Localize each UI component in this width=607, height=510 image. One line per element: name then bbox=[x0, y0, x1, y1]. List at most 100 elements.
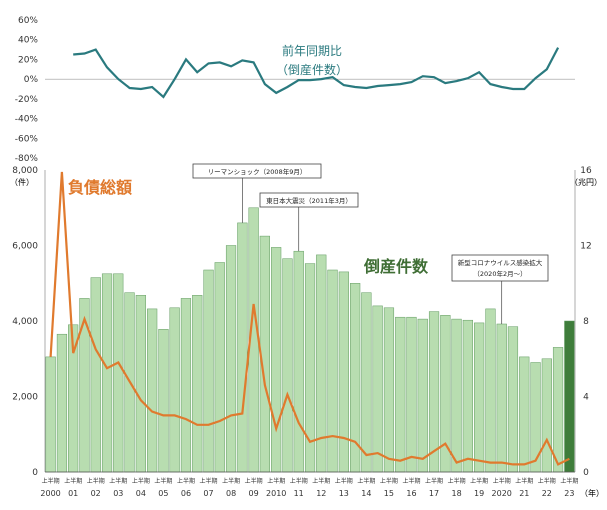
yoy-tick-label: -20% bbox=[15, 95, 39, 105]
x-tick-half-label: 上半期 bbox=[132, 477, 150, 485]
x-tick-year-label: 07 bbox=[203, 489, 213, 498]
x-tick-year-label: 2010 bbox=[266, 489, 286, 498]
x-tick-half-label: 上半期 bbox=[515, 477, 533, 485]
x-tick-year-label: 04 bbox=[136, 489, 146, 498]
y-right-tick-label: 12 bbox=[580, 242, 591, 252]
x-tick-year-label: 05 bbox=[158, 489, 168, 498]
bankruptcy-bar bbox=[485, 308, 496, 473]
bankruptcy-bar bbox=[361, 292, 372, 473]
bankruptcy-bar bbox=[237, 222, 248, 473]
y-right-axis: 16 12 8 4 0 bbox=[574, 166, 592, 478]
y-left-tick-label: 6,000 bbox=[12, 242, 38, 252]
x-tick-half-label: 上半期 bbox=[87, 477, 105, 485]
y-left-unit: （件） bbox=[10, 177, 34, 187]
y-right-tick-label: 0 bbox=[583, 468, 589, 478]
x-tick-half-label: 上半期 bbox=[245, 477, 263, 485]
annotation-covid-line2: （2020年2月～） bbox=[473, 269, 526, 278]
bankruptcy-bar bbox=[327, 269, 338, 473]
x-tick-half-label: 上半期 bbox=[493, 477, 511, 485]
x-axis-ticks: 上半期 2000 上半期 01 上半期 02 上半期 03 上半期 04 上半期 05 上半期 06 上半期… bbox=[40, 477, 578, 498]
x-tick-year-label: 2020 bbox=[492, 489, 512, 498]
annotation-quake: 東日本大震災（2011年3月） bbox=[266, 196, 352, 205]
x-tick-half-label: 上半期 bbox=[425, 477, 443, 485]
annotations: リーマンショック（2008年9月） 東日本大震災（2011年3月） 新型コロナウ… bbox=[192, 163, 549, 282]
x-tick-half-label: 上半期 bbox=[290, 477, 308, 485]
y-right-tick-label: 8 bbox=[583, 317, 589, 327]
bankruptcy-bar bbox=[225, 245, 237, 473]
bankruptcy-bar bbox=[406, 316, 417, 473]
bankruptcy-bar bbox=[383, 307, 395, 473]
y-left-tick-label: 2,000 bbox=[12, 393, 38, 403]
x-tick-half-label: 上半期 bbox=[380, 477, 398, 485]
bankruptcy-bar bbox=[519, 356, 530, 473]
x-tick-year-label: 02 bbox=[91, 489, 101, 498]
x-tick-half-label: 上半期 bbox=[402, 477, 420, 485]
yoy-tick-label: -40% bbox=[15, 115, 39, 125]
x-tick-year-label: 18 bbox=[452, 489, 462, 498]
bankruptcy-bar bbox=[372, 305, 383, 473]
x-tick-year-label: 06 bbox=[181, 489, 191, 498]
bankruptcy-bars bbox=[45, 207, 575, 473]
annotation-covid-line1: 新型コロナウイルス感染拡大 bbox=[458, 258, 543, 267]
x-tick-year-label: 17 bbox=[429, 489, 439, 498]
bankruptcy-bar bbox=[350, 283, 361, 473]
bankruptcy-bar bbox=[552, 347, 564, 473]
x-tick-year-label: 22 bbox=[542, 489, 552, 498]
bankruptcy-bar bbox=[135, 295, 146, 473]
bankruptcy-bar bbox=[158, 329, 169, 473]
x-tick-half-label: 上半期 bbox=[538, 477, 556, 485]
y-left-tick-label: 4,000 bbox=[12, 317, 38, 327]
yoy-tick-label: 60% bbox=[18, 16, 38, 26]
x-tick-half-label: 上半期 bbox=[42, 477, 60, 485]
bankruptcy-bar bbox=[474, 322, 485, 473]
y-right-tick-label: 4 bbox=[583, 393, 589, 403]
x-axis-unit: （年） bbox=[580, 488, 604, 498]
bankruptcy-series-label: 倒産件数 bbox=[363, 257, 429, 276]
x-tick-year-label: 09 bbox=[249, 489, 259, 498]
yoy-tick-label: -60% bbox=[15, 134, 39, 144]
bankruptcy-bar bbox=[45, 356, 56, 473]
annotation-lehman: リーマンショック（2008年9月） bbox=[208, 167, 307, 176]
x-tick-year-label: 03 bbox=[113, 489, 123, 498]
x-tick-half-label: 上半期 bbox=[64, 477, 82, 485]
debt-series-label: 負債総額 bbox=[68, 178, 132, 197]
yoy-tick-label: -80% bbox=[15, 154, 39, 164]
y-left-tick-label: 8,000 bbox=[12, 166, 38, 176]
bankruptcy-bar bbox=[271, 247, 282, 473]
x-tick-half-label: 上半期 bbox=[357, 477, 375, 485]
x-tick-half-label: 上半期 bbox=[448, 477, 466, 485]
x-tick-year-label: 08 bbox=[226, 489, 236, 498]
x-tick-year-label: 2000 bbox=[40, 489, 60, 498]
bankruptcy-bar bbox=[417, 318, 428, 473]
bankruptcy-bar bbox=[507, 326, 519, 473]
y-left-axis: 8,000 6,000 4,000 2,000 0 bbox=[12, 166, 46, 478]
x-tick-year-label: 23 bbox=[564, 489, 574, 498]
x-tick-year-label: 14 bbox=[361, 489, 371, 498]
bankruptcy-bar bbox=[203, 269, 214, 473]
x-tick-year-label: 11 bbox=[294, 489, 304, 498]
x-tick-year-label: 16 bbox=[406, 489, 416, 498]
x-tick-half-label: 上半期 bbox=[267, 477, 285, 485]
annotation-leaders bbox=[241, 178, 503, 325]
bankruptcy-bar bbox=[541, 358, 552, 473]
bankruptcy-bar bbox=[214, 262, 225, 473]
bankruptcy-bar bbox=[293, 250, 304, 473]
annotation-box-quake bbox=[259, 192, 359, 208]
bankruptcy-bar bbox=[79, 298, 90, 473]
x-tick-half-label: 上半期 bbox=[470, 477, 488, 485]
x-tick-year-label: 13 bbox=[339, 489, 349, 498]
y-right-unit: （兆円） bbox=[570, 177, 602, 187]
debt-series-line bbox=[49, 171, 570, 466]
yoy-title: 前年同期比 bbox=[282, 43, 342, 58]
bankruptcy-bar bbox=[462, 319, 473, 473]
x-tick-half-label: 上半期 bbox=[109, 477, 127, 485]
bankruptcy-bar bbox=[496, 323, 507, 473]
x-tick-half-label: 上半期 bbox=[154, 477, 172, 485]
yoy-subtitle: （倒産件数） bbox=[276, 62, 348, 77]
bankruptcy-bar bbox=[282, 258, 293, 473]
bankruptcy-bar bbox=[101, 273, 113, 473]
x-tick-half-label: 上半期 bbox=[199, 477, 217, 485]
x-tick-half-label: 上半期 bbox=[177, 477, 195, 485]
